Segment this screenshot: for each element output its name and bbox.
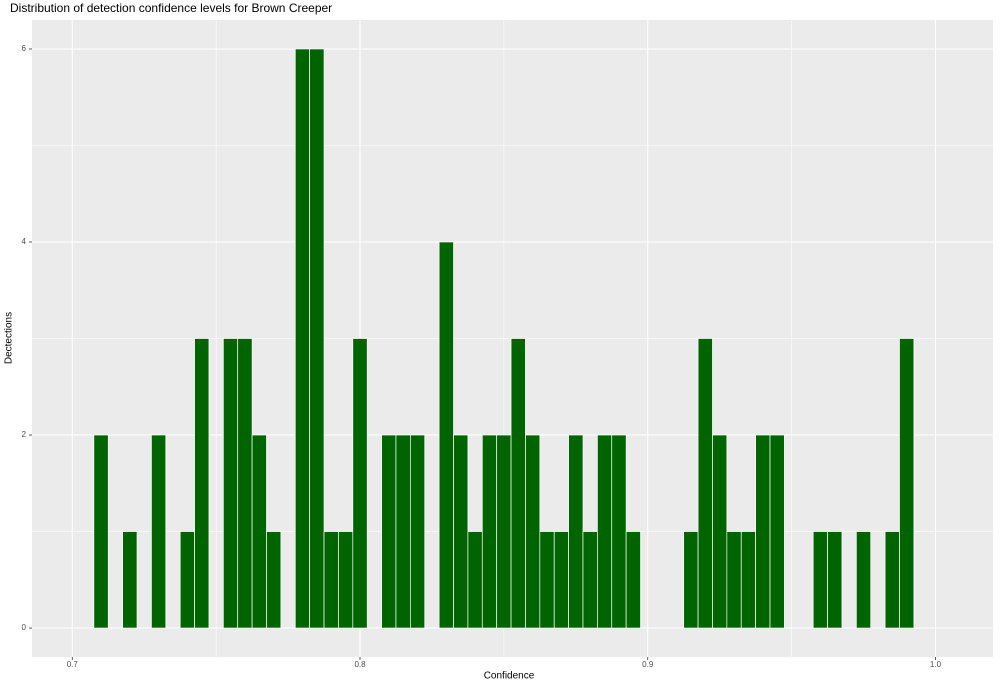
bar [496,434,512,629]
bar [827,531,843,629]
bar [395,434,411,629]
bar [453,434,469,629]
y-axis-label: Dectections [4,312,15,364]
bar [884,531,900,629]
bar [611,434,627,629]
bar [568,434,584,629]
bar [539,531,555,629]
bar [266,531,282,629]
bar [338,531,354,629]
bar [855,531,872,629]
bar [410,434,426,629]
bar [525,434,541,629]
bar [582,531,598,629]
bar [769,434,785,629]
y-tick-label: 6 [22,44,27,53]
x-tick-label: 0.8 [354,660,366,669]
bar [179,531,195,629]
bar [726,531,742,629]
x-tick-label: 0.9 [642,660,654,669]
y-tick-label: 0 [22,623,27,632]
bar [510,338,526,629]
bar [899,338,915,629]
bar [467,531,483,629]
bar [697,338,713,629]
bar [755,434,771,629]
bar [625,531,641,629]
bar [812,531,828,629]
x-tick-label: 1.0 [930,660,942,669]
y-tick-label: 2 [22,430,27,439]
x-tick-label: 0.7 [67,660,79,669]
bar [151,434,167,629]
bar [381,434,397,629]
bar [740,531,756,629]
bar [251,434,267,629]
bar [122,531,138,629]
bar [309,48,325,629]
x-axis-label: Confidence [484,671,535,682]
bar [712,434,728,629]
bar [683,531,699,629]
bar [438,241,454,629]
bar [481,434,498,629]
bar [93,434,109,629]
y-tick-label: 4 [22,237,27,246]
bar [194,338,210,629]
bar [294,48,311,629]
bar [323,531,339,629]
bar [597,434,613,629]
bar [553,531,569,629]
bar [237,338,253,629]
bar [352,338,368,629]
bar [222,338,239,629]
chart-title: Distribution of detection confidence lev… [10,1,332,15]
